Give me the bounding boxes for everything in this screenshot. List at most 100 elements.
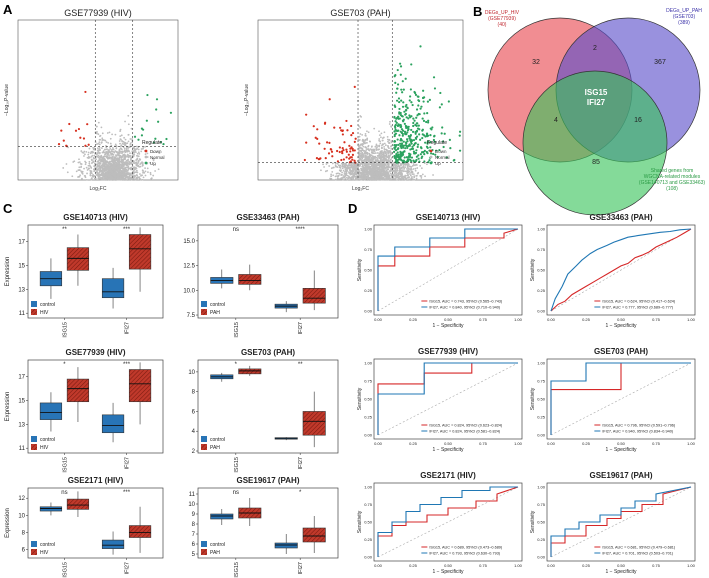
point-normal (393, 174, 396, 177)
point-normal (381, 137, 384, 140)
point-up (398, 100, 401, 104)
y-tick-label: 6 (192, 409, 196, 415)
point-normal (365, 166, 368, 169)
point-normal (395, 173, 398, 176)
point-up (404, 147, 407, 150)
point-normal (80, 163, 83, 165)
plot-title: GSE703 (PAH) (241, 348, 295, 357)
point-up (410, 159, 413, 163)
point-normal (77, 176, 79, 178)
point-normal (420, 167, 423, 170)
point-normal (368, 140, 371, 143)
point-normal (375, 173, 378, 175)
point-normal (346, 174, 349, 177)
point-normal (126, 162, 129, 164)
plot-title: GSE703 (PAH) (594, 347, 648, 356)
point-normal (383, 167, 385, 170)
y-axis-label: Sensitivity (530, 258, 536, 281)
point-normal (345, 176, 348, 179)
legend-swatch-disease (31, 309, 37, 315)
scatter-points (303, 45, 462, 181)
point-up (402, 140, 405, 143)
point-up (399, 142, 402, 145)
point-normal (92, 151, 95, 154)
point-normal (124, 120, 126, 123)
point-down (354, 137, 357, 140)
point-normal (113, 163, 116, 166)
point-down (74, 129, 78, 132)
x-tick-label: 0.00 (374, 563, 383, 568)
point-normal (113, 158, 115, 161)
point-normal (120, 138, 122, 141)
point-normal (144, 153, 147, 156)
point-normal (137, 148, 140, 151)
legend-label-disease: HIV (40, 550, 49, 556)
legend-label-disease: HIV (40, 310, 49, 316)
point-down (351, 131, 355, 135)
point-normal (388, 138, 391, 141)
box-disease (302, 411, 326, 436)
roc6: GSE19617 (PAH) 0.000.00 0.25 0.25 0.50 0.50 0.… (530, 471, 696, 575)
point-normal (366, 130, 368, 133)
point-normal (355, 173, 358, 176)
significance-label: ** (298, 362, 303, 368)
point-normal (107, 149, 110, 152)
point-normal (147, 171, 149, 174)
point-down (349, 150, 352, 153)
point-normal (130, 127, 133, 130)
point-normal (397, 171, 400, 174)
point-normal (371, 171, 374, 173)
point-up (408, 155, 412, 159)
point-up (400, 125, 403, 128)
point-normal (365, 134, 367, 137)
point-normal (101, 176, 104, 179)
point-normal (114, 133, 117, 136)
point-normal (332, 166, 335, 169)
x-tick-label: ISG15 (234, 562, 240, 578)
point-down (60, 129, 63, 132)
point-normal (353, 168, 356, 171)
point-normal (320, 169, 322, 172)
point-normal (366, 172, 368, 175)
point-up (412, 117, 415, 120)
point-normal (154, 164, 157, 166)
roc1: GSE140713 (HIV) 0.000.00 0.25 0.25 0.50 0.50 0… (357, 213, 523, 329)
point-normal (152, 159, 155, 162)
point-up (458, 130, 462, 133)
point-up (411, 130, 415, 133)
point-up (412, 159, 415, 162)
point-normal (88, 156, 91, 159)
point-down (318, 157, 321, 161)
x-tick-label: IFI27 (298, 457, 304, 470)
point-normal (111, 163, 114, 166)
point-down (351, 158, 354, 161)
point-up (401, 91, 404, 94)
legend-label: Normal (150, 155, 165, 160)
point-normal (337, 175, 339, 178)
y-tick-label: 0.75 (537, 379, 546, 384)
point-normal (126, 149, 129, 152)
point-normal (115, 147, 118, 150)
point-normal (382, 176, 385, 179)
point-up (441, 140, 445, 143)
point-normal (120, 134, 123, 137)
legend-label: Normal (435, 155, 450, 160)
point-down (343, 141, 346, 144)
set-sub-pah: (GSE703) (673, 14, 696, 20)
point-down (336, 149, 339, 153)
point-normal (130, 176, 133, 179)
point-up (429, 134, 432, 137)
point-up (421, 117, 424, 120)
point-normal (112, 153, 115, 156)
point-normal (364, 146, 367, 148)
point-normal (424, 175, 426, 178)
point-normal (349, 173, 352, 176)
point-up (412, 121, 415, 125)
point-normal (109, 170, 111, 173)
point-normal (379, 178, 382, 181)
point-down (77, 127, 81, 131)
point-normal (89, 174, 92, 177)
point-normal (358, 157, 361, 159)
point-up (413, 90, 416, 94)
y-tick-label: 0.75 (364, 502, 373, 507)
